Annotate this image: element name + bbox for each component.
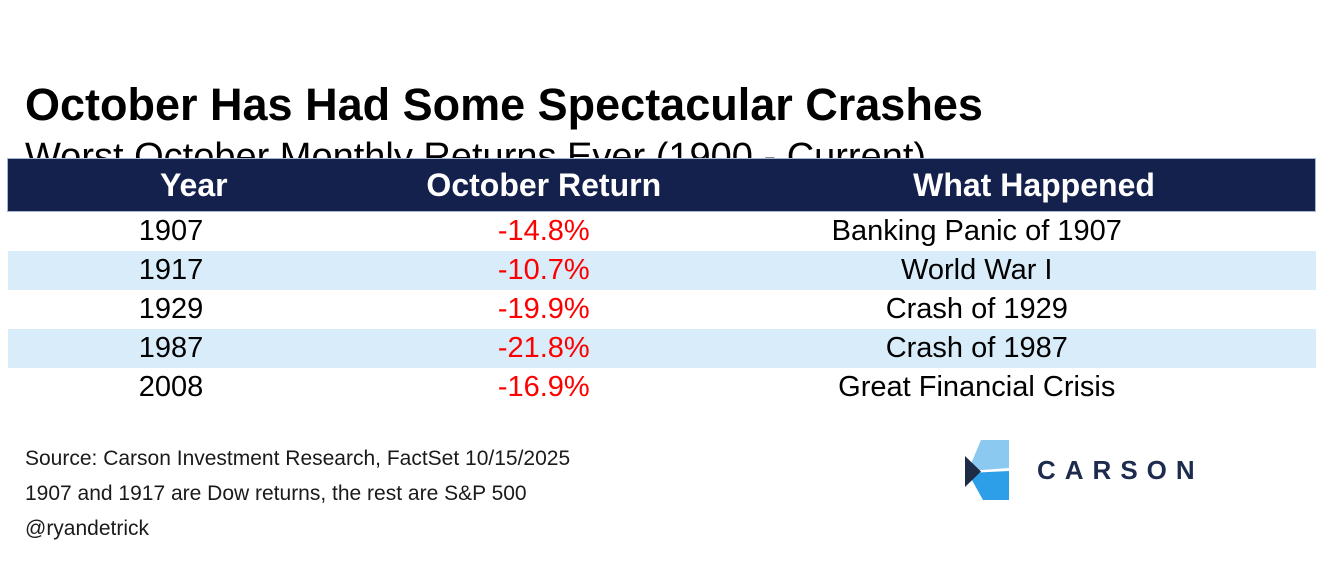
october-return-cell: -19.9% (497, 293, 590, 325)
column-header-year: Year (159, 167, 228, 203)
what-happened-cell: Banking Panic of 1907 (831, 215, 1122, 247)
what-happened-cell: Crash of 1929 (885, 293, 1068, 325)
carson-wordmark: CARSON (1037, 455, 1204, 485)
october-return-cell: -21.8% (334, 329, 754, 368)
footer-notes: Source: Carson Investment Research, Fact… (25, 441, 570, 546)
carson-chevron-icon (965, 440, 1009, 500)
october-return-cell: -16.9% (497, 371, 590, 403)
table-row: 1929 -19.9% Crash of 1929 (8, 290, 1316, 329)
column-header-october-return: October Return (426, 167, 662, 203)
table-header: Year October Return What Happened (7, 158, 1316, 212)
what-happened-cell: Crash of 1987 (753, 329, 1316, 368)
table-row: 2008 -16.9% Great Financial Crisis (8, 368, 1316, 407)
table-row: 1987 -21.8% Crash of 1987 (7, 329, 1316, 368)
year-cell: 1987 (7, 329, 335, 368)
table-row: 1917 -10.7% World War I (7, 251, 1316, 290)
returns-table: Year October Return What Happened 1907 -… (7, 158, 1316, 407)
author-handle: @ryandetrick (25, 517, 150, 540)
what-happened-cell: Great Financial Crisis (838, 371, 1116, 403)
carson-logo: CARSON (965, 440, 1204, 501)
october-return-cell: -10.7% (334, 251, 754, 290)
year-cell: 1929 (138, 293, 204, 325)
page-title: October Has Had Some Spectacular Crashes (25, 79, 983, 131)
year-cell: 1917 (7, 251, 335, 290)
column-header-what-happened: What Happened (913, 167, 1155, 203)
data-note-line: 1907 and 1917 are Dow returns, the rest … (25, 482, 527, 505)
page-subtitle: Worst October Monthly Returns Ever (1900… (25, 135, 927, 178)
what-happened-cell: World War I (753, 251, 1316, 290)
year-cell: 2008 (138, 371, 204, 403)
table-row: 1907 -14.8% Banking Panic of 1907 (8, 212, 1316, 252)
table-body: 1907 -14.8% Banking Panic of 1907 1917 -… (7, 212, 1316, 408)
source-line: Source: Carson Investment Research, Fact… (25, 447, 571, 470)
year-cell: 1907 (138, 215, 204, 247)
october-return-cell: -14.8% (497, 215, 590, 247)
table-header-row: Year October Return What Happened (7, 158, 1316, 212)
